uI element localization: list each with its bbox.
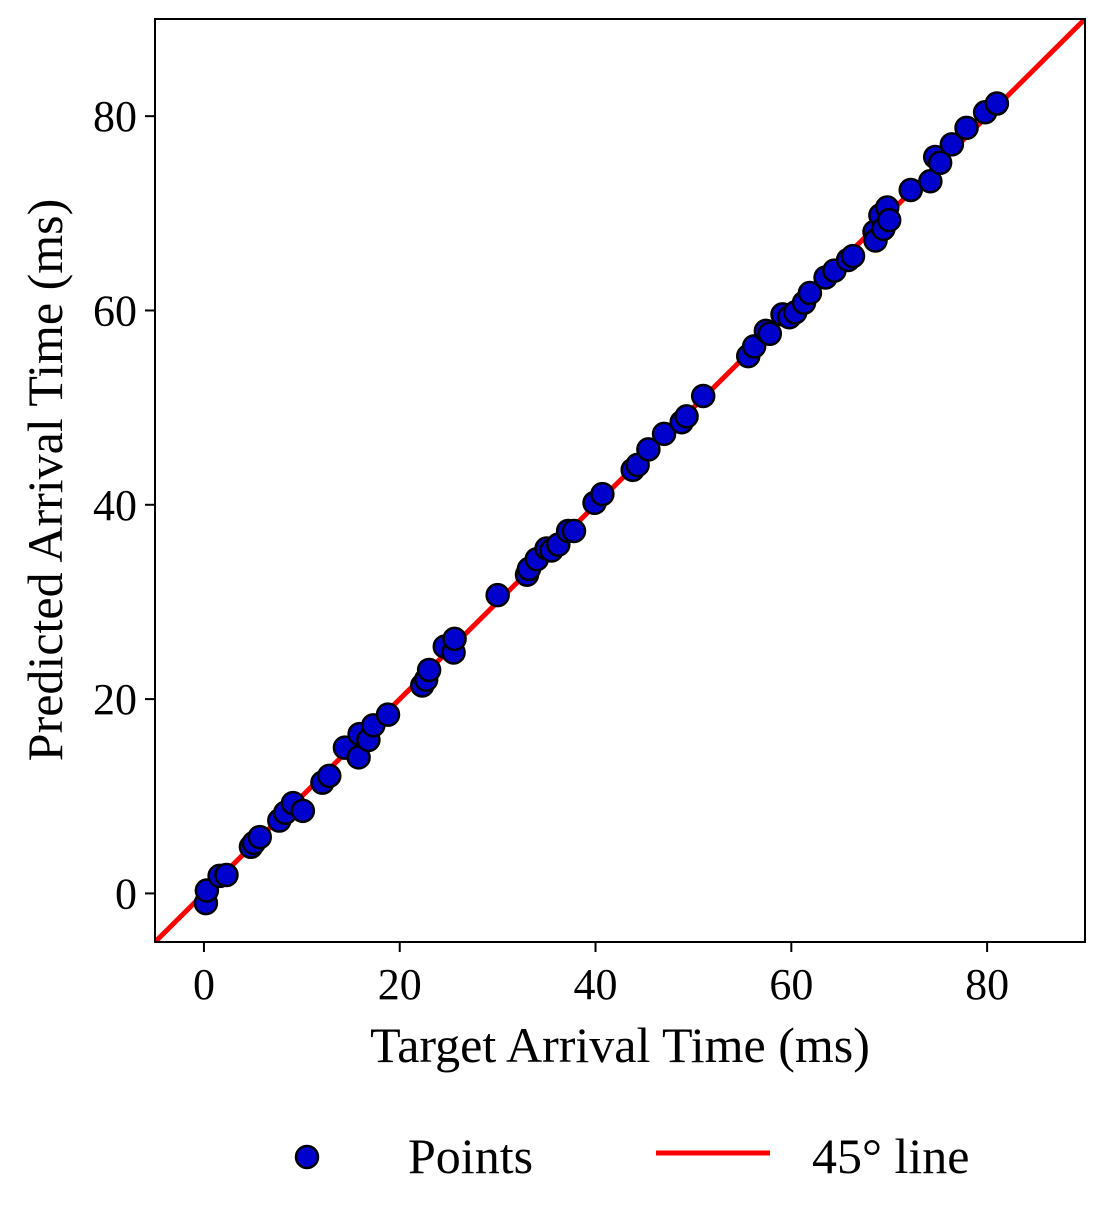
data-point <box>442 626 467 652</box>
x-tick-label: 40 <box>574 960 618 1009</box>
plot-frame <box>154 18 1086 943</box>
data-point <box>485 582 510 608</box>
y-tick-label: 60 <box>93 286 137 335</box>
data-point <box>590 481 615 507</box>
data-point <box>927 150 953 176</box>
x-axis-ticks: 0 20 40 60 80 <box>193 942 1009 1009</box>
data-point <box>636 437 661 462</box>
x-tick-label: 0 <box>193 960 215 1009</box>
data-point <box>876 207 902 233</box>
data-point <box>797 280 823 306</box>
y-tick-label: 80 <box>93 92 137 141</box>
data-point <box>690 383 716 409</box>
x-tick-label: 60 <box>769 960 813 1009</box>
legend-label-45-line: 45° line <box>812 1128 969 1184</box>
x-tick-label: 80 <box>965 960 1009 1009</box>
data-point <box>561 518 587 544</box>
data-point <box>651 421 677 447</box>
y-tick-label: 40 <box>93 481 137 530</box>
legend-marker-points <box>294 1144 320 1170</box>
y-axis-title: Predicted Arrival Time (ms) <box>17 199 73 761</box>
points-layer <box>193 91 1010 916</box>
data-point <box>918 169 943 194</box>
x-tick-label: 20 <box>378 960 422 1009</box>
y-tick-label: 0 <box>115 869 137 918</box>
data-point <box>984 91 1010 116</box>
data-point <box>416 657 442 683</box>
data-point <box>840 243 866 269</box>
data-point <box>317 763 342 789</box>
y-axis-ticks: 0 20 40 60 80 <box>93 92 155 918</box>
y-tick-label: 20 <box>93 675 137 724</box>
data-point <box>290 798 316 824</box>
legend-label-points: Points <box>408 1128 533 1184</box>
data-point <box>375 702 401 727</box>
data-point <box>247 824 272 850</box>
data-point <box>939 132 965 157</box>
data-point <box>214 862 239 888</box>
legend: Points 45° line <box>294 1128 969 1184</box>
data-point <box>954 115 979 141</box>
data-point <box>757 321 783 347</box>
x-axis-title: Target Arrival Time (ms) <box>370 1017 870 1073</box>
data-point <box>674 404 699 429</box>
